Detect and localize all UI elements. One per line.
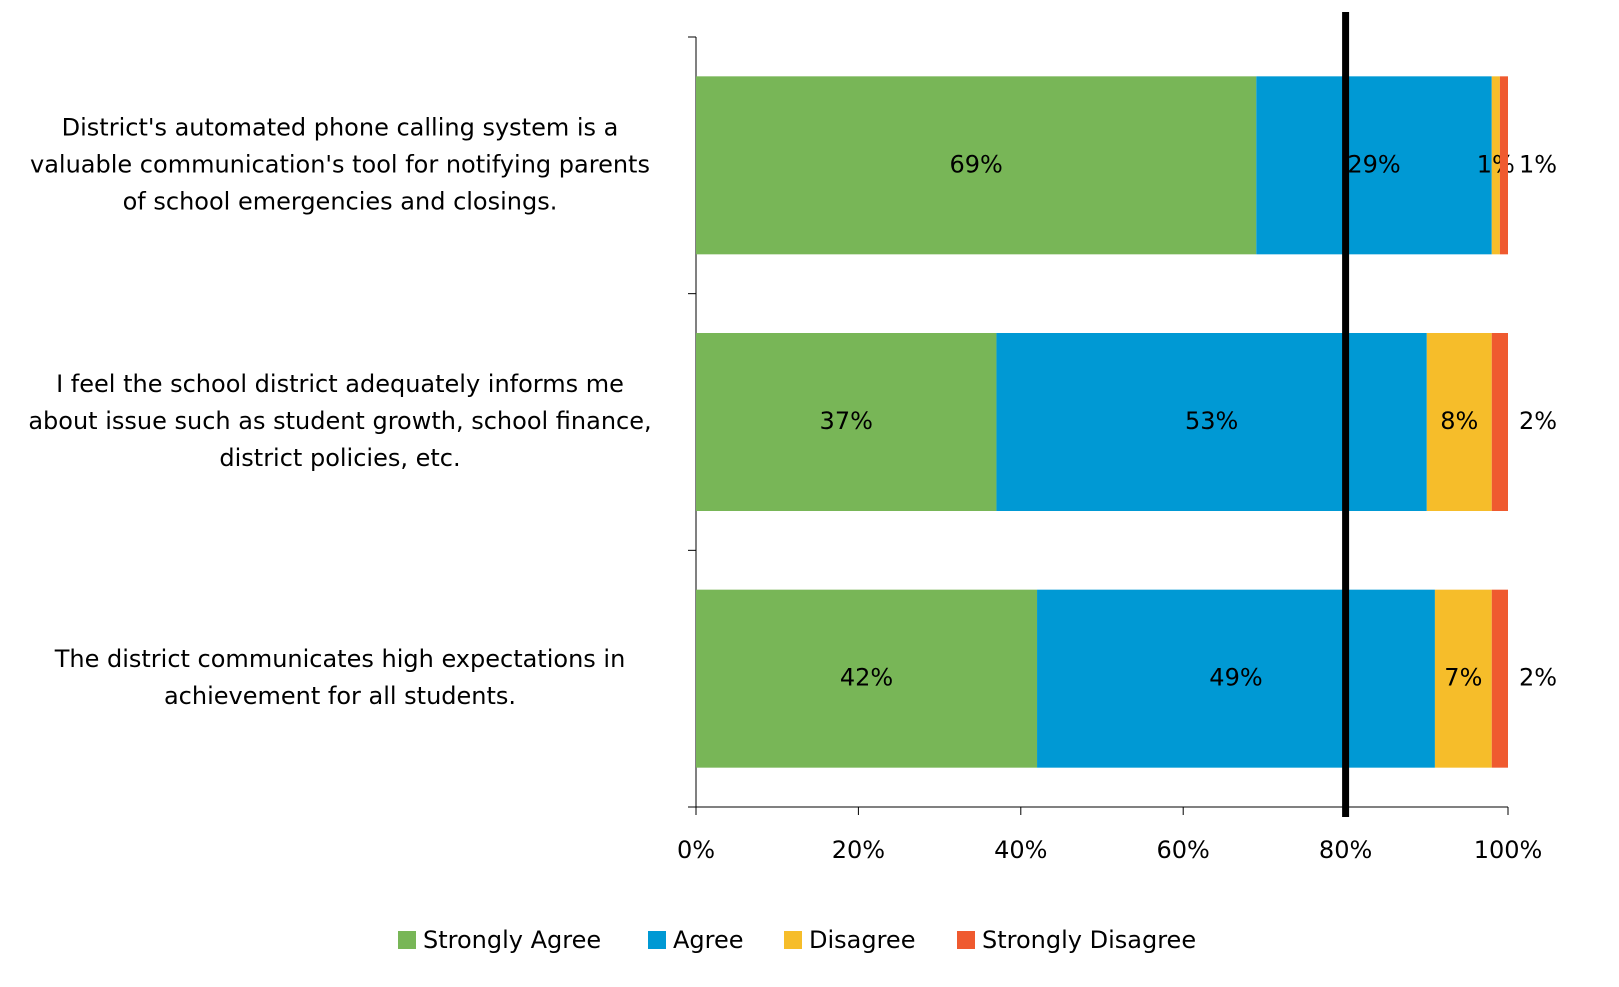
data-label: 29% [1347,150,1400,178]
bar-segment [1491,589,1508,768]
category-label: I feel the school district adequately in… [28,370,651,472]
category-label-line: about issue such as student growth, scho… [28,407,651,435]
legend-swatch [398,931,416,949]
data-label: 42% [840,664,893,692]
data-label: 2% [1519,664,1557,692]
category-label-line: The district communicates high expectati… [54,645,626,673]
x-tick-label: 100% [1474,836,1543,864]
bar-segment [1499,76,1508,255]
bar-segment [696,333,997,511]
category-label-line: District's automated phone calling syste… [62,113,619,141]
data-label: 8% [1440,407,1478,435]
bar-segment [1426,333,1492,511]
bar-segment [1434,589,1492,768]
legend-label: Disagree [809,926,915,954]
data-label: 7% [1444,664,1482,692]
data-label: 1% [1519,150,1557,178]
category-label-line: valuable communication's tool for notify… [30,150,650,178]
data-label: 37% [820,407,873,435]
legend-swatch [957,931,975,949]
legend-label: Strongly Agree [423,926,601,954]
category-label-line: of school emergencies and closings. [123,187,558,215]
bar-segment [996,333,1427,511]
data-label: 2% [1519,407,1557,435]
x-tick-label: 0% [677,836,715,864]
bar-segment [696,589,1038,768]
legend-swatch [648,931,666,949]
bar-segment [696,76,1257,255]
category-label-line: achievement for all students. [164,682,516,710]
x-tick-label: 60% [1157,836,1210,864]
bar-segment [1037,589,1435,768]
bar-segment [1491,333,1508,511]
data-label: 49% [1209,664,1262,692]
legend-label: Strongly Disagree [982,926,1196,954]
category-label: District's automated phone calling syste… [30,113,650,215]
x-tick-label: 20% [832,836,885,864]
data-label: 53% [1185,407,1238,435]
bar-segment [1491,76,1500,255]
category-label-line: I feel the school district adequately in… [56,370,624,398]
category-label: The district communicates high expectati… [54,645,626,710]
data-label: 1% [1477,150,1515,178]
legend-swatch [784,931,802,949]
category-label-line: district policies, etc. [219,444,460,472]
data-label: 69% [949,150,1002,178]
bar-segment [1256,76,1492,255]
x-tick-label: 40% [994,836,1047,864]
x-tick-label: 80% [1319,836,1372,864]
legend-label: Agree [673,926,744,954]
